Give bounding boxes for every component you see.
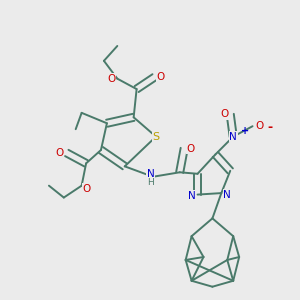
Text: -: - (268, 121, 273, 134)
Text: N: N (147, 169, 154, 179)
Text: O: O (157, 72, 165, 82)
Text: O: O (256, 121, 264, 131)
Text: N: N (224, 190, 231, 200)
Text: O: O (221, 109, 229, 119)
Text: S: S (152, 132, 160, 142)
Text: N: N (229, 132, 237, 142)
Text: O: O (83, 184, 91, 194)
Text: +: + (241, 126, 249, 136)
Text: N: N (188, 191, 196, 201)
Text: O: O (55, 148, 64, 158)
Text: O: O (187, 143, 195, 154)
Text: O: O (107, 74, 116, 84)
Text: H: H (147, 178, 154, 187)
